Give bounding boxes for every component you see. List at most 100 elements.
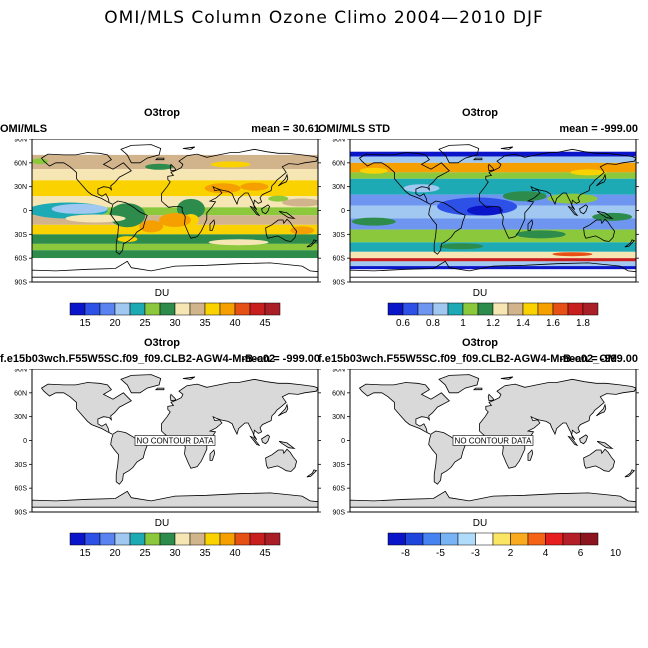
continent-uk — [487, 163, 495, 172]
continent-svalbard-area — [182, 376, 196, 380]
continent-iceland — [472, 387, 483, 391]
colorbar-swatch — [422, 532, 441, 546]
colorbar-swatch — [264, 302, 281, 316]
colorbar-tick-label: 15 — [79, 318, 91, 329]
continent-sumatra — [249, 435, 261, 447]
colorbar-swatch — [510, 532, 529, 546]
continent-sumatra — [567, 205, 579, 217]
colorbar-swatch — [552, 302, 569, 316]
continent-north-america — [358, 382, 450, 435]
mean-label: mean = -999.00 — [559, 353, 638, 365]
colorbar-swatch — [159, 302, 176, 316]
lat-tick-label: 60S — [15, 256, 28, 263]
colorbar-units: DU — [154, 518, 170, 529]
colorbar-swatch — [457, 532, 476, 546]
continent-uk — [487, 393, 495, 402]
continent-antarctica — [350, 260, 636, 278]
contour-band — [350, 266, 636, 270]
map-plot: 90N 60N 30N 0 30S 60S 90S — [14, 139, 321, 287]
colorbar-swatch — [99, 532, 116, 546]
continent-madagascar — [209, 219, 216, 231]
colorbar-swatch — [204, 302, 221, 316]
colorbar-swatch — [219, 302, 236, 316]
colorbar-swatch — [447, 302, 464, 316]
contour-band — [350, 218, 636, 230]
colorbar-tick-label: 1.2 — [486, 318, 500, 329]
map-plot: 90N 60N 30N 0 30S 60S 90S NO CONTOUR DATA — [332, 369, 639, 517]
contour-blob — [204, 183, 241, 194]
colorbar-tick-label: 6 — [578, 548, 584, 559]
contour-blob — [240, 182, 269, 191]
contour-band — [350, 229, 636, 243]
colorbar-tick-label: 1.6 — [546, 318, 560, 329]
continent-new-guinea — [596, 440, 614, 449]
contour-blob — [268, 195, 289, 202]
left-string: f.e15b03wch.F55W5SC.f09_f09.CLB2-AGW4-M-… — [318, 353, 617, 365]
continent-greenland — [438, 144, 480, 164]
continent-iceland — [154, 387, 165, 391]
colorbar-swatch — [580, 532, 599, 546]
continent-japan — [596, 403, 607, 417]
colorbar-swatch — [174, 532, 191, 546]
no-contour-data-label: NO CONTOUR DATA — [137, 437, 215, 446]
continent-new-zealand — [624, 469, 636, 478]
panel-title: O3trop — [461, 107, 499, 119]
colorbar-swatch — [84, 532, 101, 546]
contour-band — [350, 156, 636, 163]
colorbar-tick-label: 2 — [508, 548, 514, 559]
colorbar-swatch — [69, 302, 86, 316]
continent-uk — [169, 163, 177, 172]
lat-tick-label: 30S — [15, 232, 28, 239]
contour-blob — [359, 167, 388, 174]
continent-north-america — [40, 382, 132, 435]
colorbar-swatch — [537, 302, 554, 316]
lat-tick-label: 60N — [14, 160, 27, 167]
colorbar-units: DU — [154, 288, 170, 299]
lat-tick-label: 90S — [333, 280, 346, 287]
colorbar-swatch — [189, 302, 206, 316]
contour-blob — [351, 217, 396, 226]
colorbar-tick-label: 15 — [79, 548, 91, 559]
colorbar-swatch — [114, 302, 131, 316]
continent-svalbard-area — [500, 376, 514, 380]
continent-antarctica — [32, 490, 318, 508]
contour-blob — [208, 239, 269, 246]
contour-band — [32, 224, 318, 235]
colorbar-swatch — [440, 532, 459, 546]
panel-omi-mls-std: O3trop OMI/MLS STD mean = -999.00 90N 60N… — [318, 107, 642, 397]
continent-svalbard-area — [500, 146, 514, 150]
colorbar-swatch — [174, 302, 191, 316]
colorbar-swatch — [545, 532, 564, 546]
continent-greenland — [438, 374, 480, 394]
lat-tick-label: 30N — [14, 414, 27, 421]
continent-iceland — [472, 157, 483, 161]
colorbar-swatch — [507, 302, 524, 316]
colorbar-swatch — [405, 532, 424, 546]
contour-band — [350, 151, 636, 157]
colorbar-units: DU — [472, 288, 488, 299]
no-contour-data-box: NO CONTOUR DATA — [134, 435, 216, 446]
continent-japan — [596, 173, 607, 187]
contour-band — [32, 250, 318, 259]
colorbar-swatch — [69, 532, 86, 546]
colorbar-swatch — [249, 302, 266, 316]
contour-blob — [570, 169, 607, 176]
colorbar-tick-label: 1.4 — [516, 318, 530, 329]
continent-borneo — [579, 204, 588, 215]
lat-tick-label: 60N — [14, 390, 27, 397]
continent-south-america — [110, 200, 148, 255]
colorbar: 15 20 25 30 35 40 45 — [69, 532, 281, 559]
mean-label: mean = 30.61 — [251, 123, 320, 135]
lat-tick-label: 30N — [332, 414, 345, 421]
colorbar-tick-label: -3 — [471, 548, 480, 559]
colorbar-swatch — [567, 302, 584, 316]
colorbar-tick-label: 25 — [139, 548, 151, 559]
panel-model-minus-obs: O3trop f.e15b03wch.F55W5SC.f09_f09.CLB2-… — [318, 337, 642, 627]
contour-band — [32, 234, 318, 244]
contour-band — [32, 169, 318, 181]
colorbar-tick-label: -8 — [401, 548, 410, 559]
colorbar-swatch — [492, 302, 509, 316]
contour-blob — [467, 205, 504, 216]
colorbar-swatch — [477, 302, 494, 316]
continent-borneo — [261, 204, 270, 215]
